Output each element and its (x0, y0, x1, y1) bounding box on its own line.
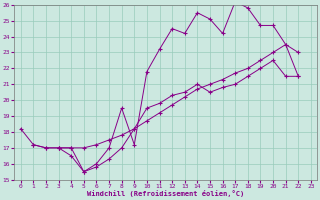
X-axis label: Windchill (Refroidissement éolien,°C): Windchill (Refroidissement éolien,°C) (87, 190, 244, 197)
